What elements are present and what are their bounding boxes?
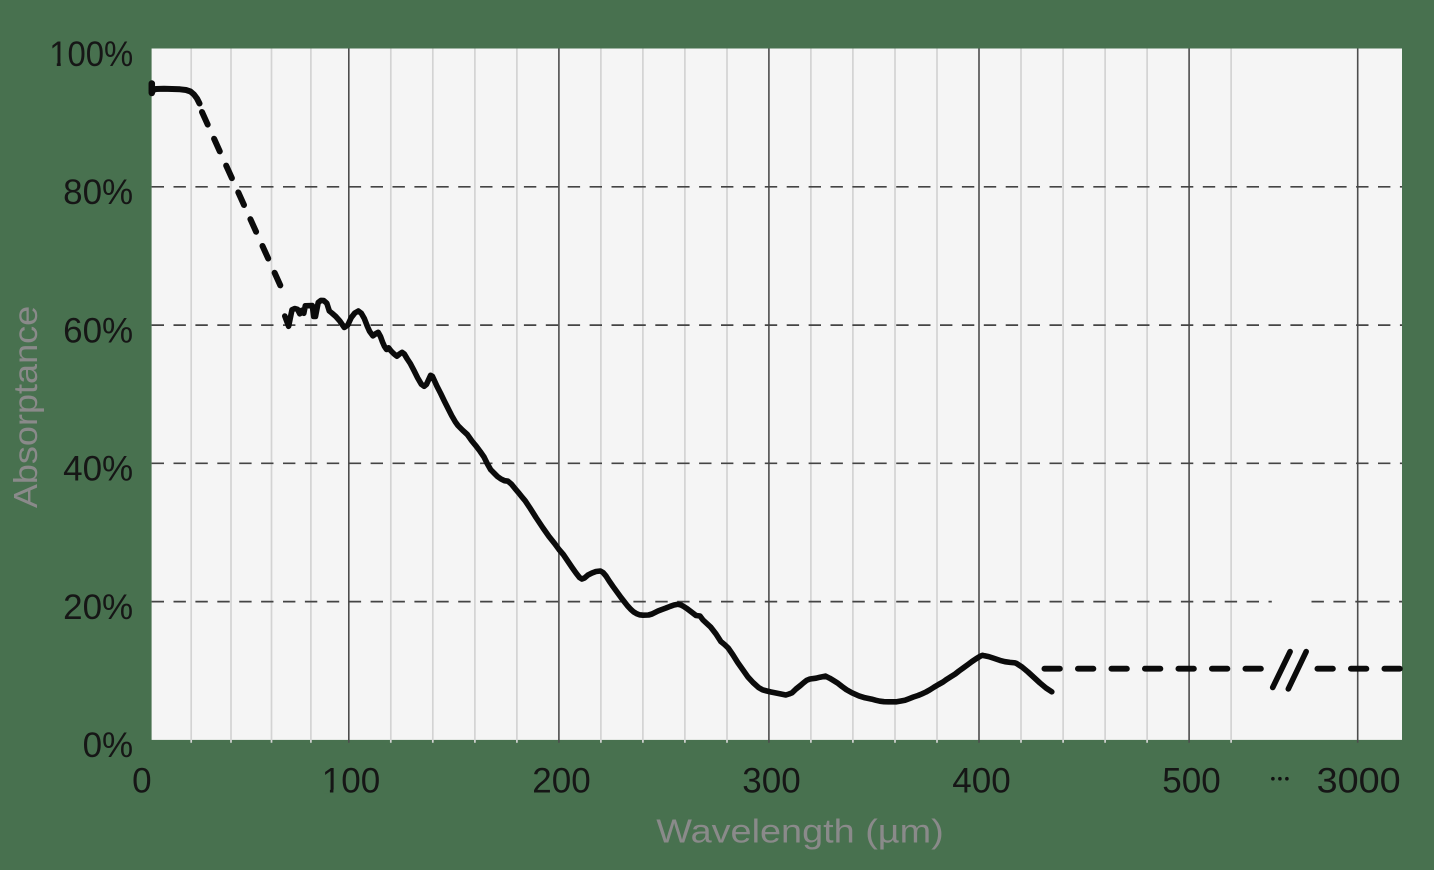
- svg-text:300: 300: [742, 762, 800, 801]
- svg-text:20%: 20%: [63, 588, 133, 627]
- svg-text:60%: 60%: [63, 312, 133, 351]
- svg-text:0%: 0%: [83, 726, 134, 765]
- svg-text:100%: 100%: [49, 35, 133, 74]
- svg-text:100: 100: [322, 762, 380, 801]
- svg-text:200: 200: [532, 762, 590, 801]
- svg-text:40%: 40%: [63, 450, 133, 489]
- svg-text:80%: 80%: [63, 173, 133, 212]
- svg-text:Absorptance: Absorptance: [7, 306, 44, 508]
- svg-text:Wavelength (µm): Wavelength (µm): [656, 813, 944, 850]
- svg-text:500: 500: [1162, 762, 1220, 801]
- svg-text:0: 0: [132, 762, 151, 801]
- svg-text:400: 400: [952, 762, 1010, 801]
- svg-text:3000: 3000: [1317, 762, 1401, 801]
